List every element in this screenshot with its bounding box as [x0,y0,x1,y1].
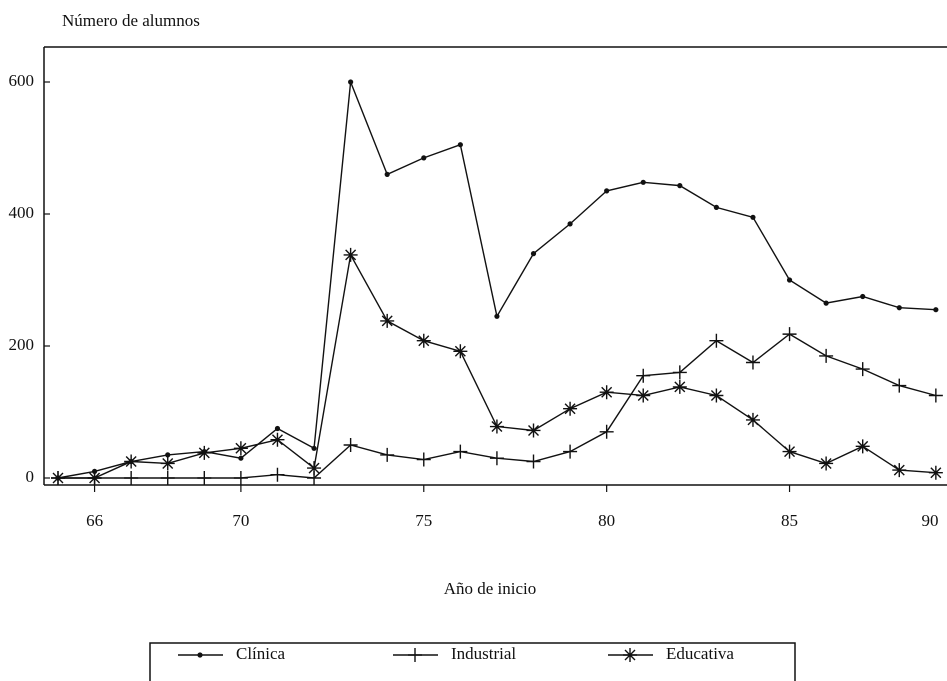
point [672,365,687,380]
point [380,447,395,462]
y-tick-label: 200 [9,335,35,354]
legend-marker [197,652,203,658]
point [274,425,281,432]
point [896,305,902,311]
point [855,362,870,377]
point [530,251,537,257]
point [416,452,431,467]
point [494,313,500,319]
point [892,378,907,393]
x-tick-label: 75 [415,511,432,530]
legend-box [149,642,796,681]
point [124,471,139,485]
point [933,307,939,313]
point [636,388,651,403]
point [453,344,468,359]
point [160,456,175,471]
point [238,455,244,461]
point [823,300,829,306]
point [124,454,139,469]
x-axis-title: Año de inicio [444,579,537,598]
point [489,419,504,434]
legend-label: Clínica [236,644,286,663]
point [855,439,870,454]
point [640,179,646,185]
y-axis-title: Número de alumnos [62,11,200,30]
point [677,183,683,189]
point [270,467,285,482]
point [453,444,468,459]
y-tick-label: 400 [9,203,35,222]
point [380,313,395,328]
legend-label: Industrial [451,644,516,663]
point [270,432,285,447]
x-tick-label: 80 [598,511,615,530]
point [745,355,760,370]
x-tick-label: 90 [922,511,939,530]
series-line [58,252,936,479]
point [489,451,504,466]
point [348,79,354,85]
point [860,293,866,300]
point [233,471,248,485]
x-tick-label: 85 [781,511,798,530]
point [87,471,102,485]
point [567,221,573,227]
point [343,438,358,452]
point [421,155,427,161]
point [51,471,65,485]
point [599,385,614,400]
legend-label: Educativa [666,644,734,663]
point [233,441,248,456]
point [750,214,756,220]
point [745,412,760,427]
point [672,379,687,394]
legend-marker [623,648,637,662]
point [599,424,614,439]
series-line [57,81,936,479]
x-tick-label: 66 [86,511,103,530]
point [782,327,797,342]
point [197,471,212,485]
point [311,445,317,451]
y-tick-label: 0 [26,467,35,486]
point [636,368,651,383]
point [819,456,834,471]
point [563,444,578,459]
point [526,423,541,438]
point [713,204,719,210]
point [307,461,322,476]
point [416,333,431,348]
x-tick-label: 70 [232,511,249,530]
point [709,333,724,348]
point [782,444,797,459]
point [526,454,541,469]
point [563,401,578,416]
point [786,277,793,283]
point [604,188,610,194]
legend-marker [408,648,422,662]
point [160,471,175,485]
point [819,348,834,363]
point [928,465,943,480]
point [928,388,943,403]
point [165,452,171,458]
point [892,463,907,478]
point [384,171,390,177]
point [709,388,724,403]
point [197,445,212,460]
point [457,142,463,148]
y-tick-label: 600 [9,71,35,90]
point [343,247,358,262]
